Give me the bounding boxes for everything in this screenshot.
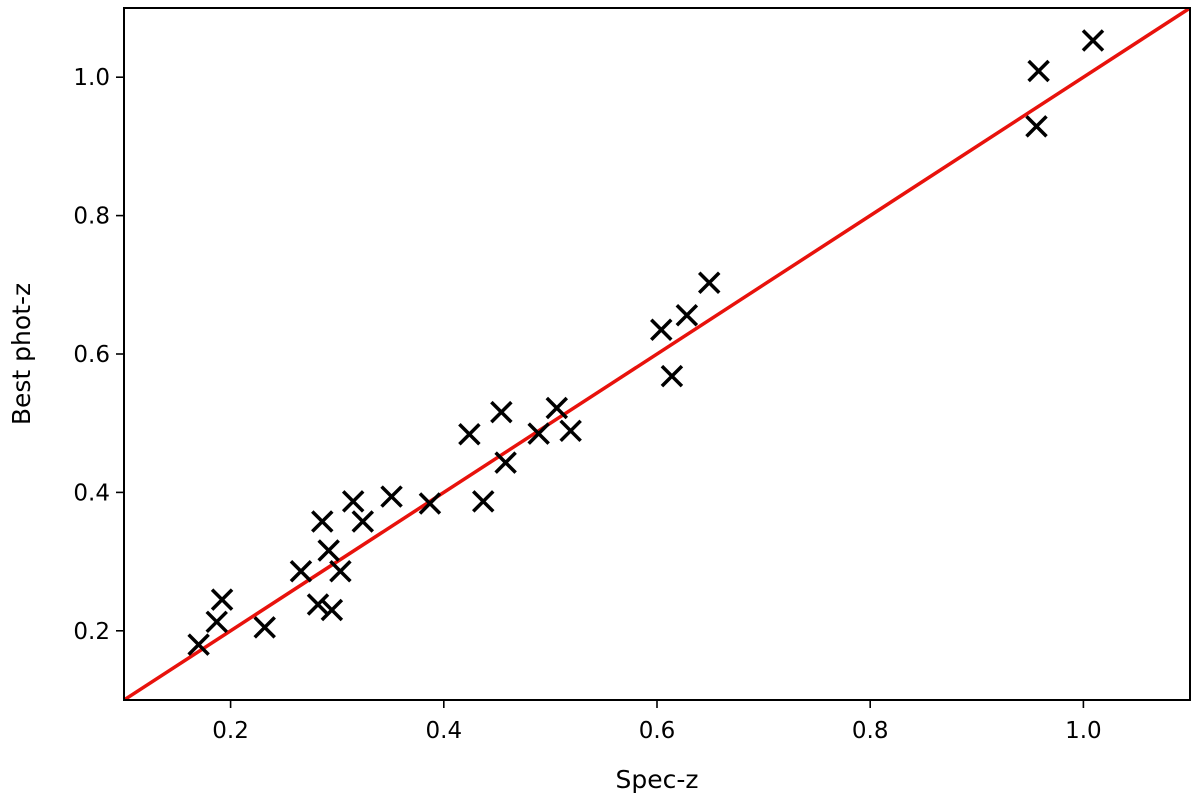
data-point-8 [320, 598, 344, 622]
x-tick-label: 0.6 [639, 718, 676, 744]
y-axis-ticks: 0.2 0.4 0.6 0.8 1.0 [73, 65, 124, 645]
data-point-9 [329, 560, 352, 583]
y-tick-label: 0.2 [73, 619, 110, 645]
data-point-0 [187, 633, 210, 656]
data-point-5 [306, 593, 330, 616]
data-point-4 [289, 560, 313, 583]
data-point-13 [418, 492, 442, 515]
y-tick-label: 1.0 [73, 65, 110, 91]
data-point-18 [527, 422, 550, 445]
data-point-22 [660, 364, 684, 388]
y-tick-label: 0.6 [73, 342, 110, 368]
data-point-6 [311, 510, 334, 533]
data-point-27 [1081, 29, 1105, 52]
y-tick-label: 0.8 [73, 204, 110, 230]
y-tick-label: 0.4 [73, 480, 110, 506]
data-point-20 [559, 419, 582, 443]
data-points-layer [187, 29, 1105, 656]
data-point-16 [490, 400, 513, 424]
data-point-21 [650, 318, 673, 342]
data-point-17 [494, 451, 517, 474]
data-point-1 [205, 610, 228, 634]
y-axis-label: Best phot-z [7, 283, 36, 425]
data-point-11 [351, 510, 375, 533]
data-point-23 [675, 304, 699, 327]
x-axis-label: Spec-z [615, 765, 698, 794]
data-point-15 [472, 490, 495, 513]
data-point-19 [545, 396, 569, 420]
data-point-24 [697, 271, 721, 294]
data-point-14 [458, 423, 481, 446]
reference-line [124, 8, 1190, 700]
x-tick-label: 1.0 [1065, 718, 1102, 744]
data-point-26 [1027, 59, 1050, 83]
data-point-2 [210, 588, 234, 611]
data-point-7 [317, 539, 340, 562]
x-axis-ticks: 0.2 0.4 0.6 0.8 1.0 [212, 700, 1102, 744]
reference-line-layer [124, 8, 1190, 700]
x-tick-label: 0.8 [852, 718, 889, 744]
x-tick-label: 0.4 [426, 718, 463, 744]
data-point-25 [1025, 115, 1048, 138]
x-tick-label: 0.2 [212, 718, 249, 744]
data-point-3 [253, 616, 276, 639]
data-point-12 [380, 485, 403, 508]
data-point-10 [341, 490, 365, 513]
